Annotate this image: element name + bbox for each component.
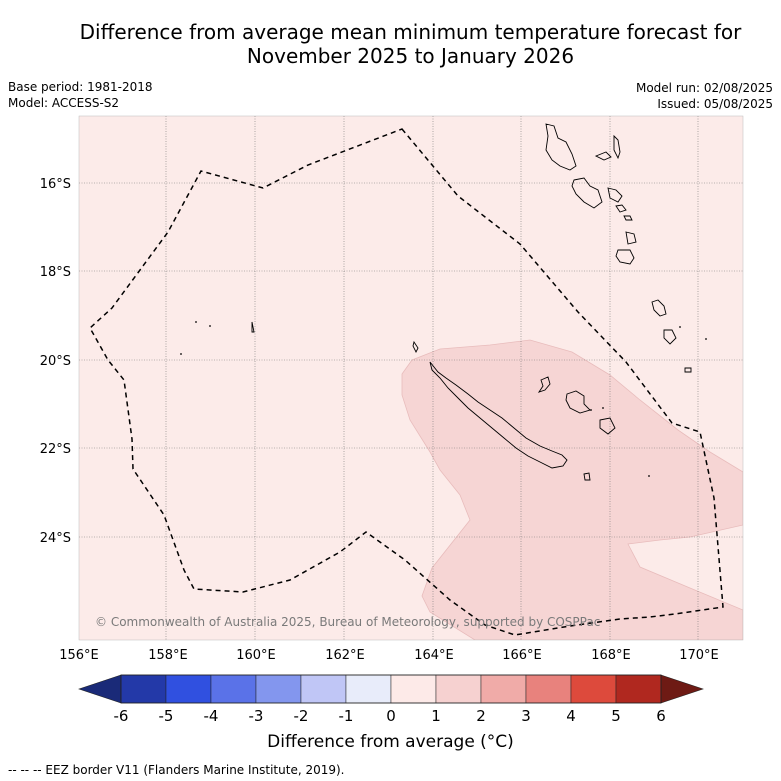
isle-of-pines [583,472,591,481]
colorbar-cell [525,674,572,704]
colorbar-tick-label: 3 [521,707,531,725]
mare-island [599,417,616,435]
lat-label-20s: 20°S [40,354,71,369]
model-name: Model: ACCESS-S2 [8,96,120,110]
shepherd-islands [623,215,633,221]
colorbar-tick-label: 2 [476,707,486,725]
lat-label-22s: 22°S [40,442,71,457]
colorbar-tick-label: -2 [294,707,309,725]
tanna-island [651,299,667,317]
colorbar-label: Difference from average (°C) [267,732,514,752]
issued-date: Issued: 05/08/2025 [657,97,773,111]
aneityum-island [663,329,677,345]
colorbar-cell [255,674,302,704]
colorbar-low-extend [78,674,122,704]
map-title: Difference from average mean minimum tem… [0,20,781,68]
meta-left: Base period: 1981-2018 Model: ACCESS-S2 [8,79,153,111]
lon-label-164e: 164°E [414,648,454,663]
coastlines [251,123,692,481]
colorbar-tick-label: 4 [566,707,576,725]
futuna-island [684,367,692,373]
lon-label-158e: 158°E [148,648,188,663]
lon-label-168e: 168°E [591,648,631,663]
lon-label-156e: 156°E [59,648,99,663]
title-line-1: Difference from average mean minimum tem… [79,20,742,44]
base-period: Base period: 1981-2018 [8,80,153,94]
pentecost-island [607,187,623,203]
small-islets [180,321,707,477]
colorbar-frame [120,674,662,704]
colorbar-cell [165,674,212,704]
graticule [79,116,743,640]
anomaly-region-1-2 [401,339,743,640]
epi-island [615,204,627,213]
chesterfield-island [251,321,255,333]
lon-label-170e: 170°E [679,648,719,663]
espiritu-santo [545,123,577,171]
colorbar-tick-label: 0 [386,707,396,725]
title-line-2: November 2025 to January 2026 [246,44,575,68]
malekula-island [571,177,603,209]
colorbar-cell [570,674,617,704]
colorbar-cell [480,674,527,704]
colorbar-tick-label: -5 [159,707,174,725]
colorbar-cell [435,674,482,704]
colorbar-cell [390,674,437,704]
new-caledonia-island [429,361,568,469]
lat-label-16s: 16°S [40,177,71,192]
colorbar-tick-label: -3 [249,707,264,725]
map-frame [78,115,744,641]
colorbar-tick-label: 1 [431,707,441,725]
belep-islands [412,340,419,354]
lon-label-166e: 166°E [502,648,542,663]
colorbar-tick-label: -1 [339,707,354,725]
colorbar-tick-label: 6 [656,707,666,725]
lon-label-162e: 162°E [325,648,365,663]
lat-label-18s: 18°S [40,265,71,280]
efate-island [625,231,637,245]
copyright-text: © Commonwealth of Australia 2025, Bureau… [95,615,600,629]
lon-label-160e: 160°E [236,648,276,663]
lat-labels: 16°S 18°S 20°S 22°S 24°S [40,177,71,546]
maewo-island [613,134,621,160]
ambae-island [594,151,612,161]
colorbar-cell [120,674,167,704]
colorbar-tick-label: -4 [204,707,219,725]
eez-border [89,128,724,636]
model-run: Model run: 02/08/2025 [635,81,773,95]
colorbar-cell [210,674,257,704]
colorbar-high-extend [660,674,704,704]
lat-label-24s: 24°S [40,531,71,546]
erromango-island [615,249,635,265]
colorbar-cell [615,674,662,704]
ouvea-island [537,376,551,393]
colorbar: -6 -5 -4 -3 -2 -1 0 1 2 3 4 5 6 [78,674,704,725]
lifou-island [565,390,591,414]
colorbar-cell [300,674,347,704]
eez-footnote: -- -- -- EEZ border V11 (Flanders Marine… [8,763,345,777]
colorbar-tick-label: 5 [611,707,621,725]
colorbar-tick-label: -6 [114,707,129,725]
lon-labels: 156°E 158°E 160°E 162°E 164°E 166°E 168°… [59,648,719,663]
colorbar-cell [345,674,392,704]
meta-right: Model run: 02/08/2025 Issued: 05/08/2025 [636,80,773,112]
